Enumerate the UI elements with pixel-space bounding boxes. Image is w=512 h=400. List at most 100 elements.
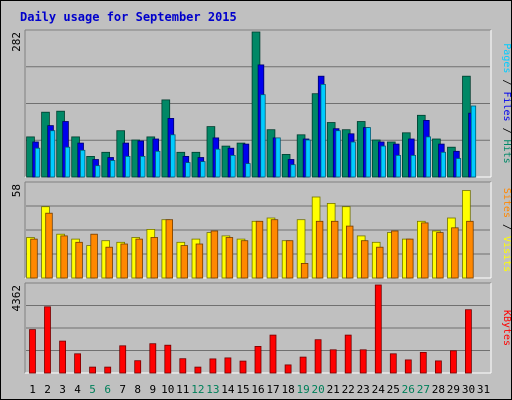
kbytes-bar-kbytes-day-20 <box>314 339 322 374</box>
x-tick-label-day-25: 25 <box>387 383 400 396</box>
x-tick-label-day-20: 20 <box>311 383 324 396</box>
x-tick-label-day-29: 29 <box>447 383 460 396</box>
kbytes-bar-kbytes-day-11 <box>179 358 187 374</box>
sites-visits-bar-sites-day-29 <box>451 227 459 279</box>
pages-files-hits-bar-pages-day-26 <box>410 154 417 178</box>
pages-files-hits-ymax-label: 282 <box>10 32 23 52</box>
sites-visits-bar-sites-day-5 <box>90 233 98 279</box>
sites-visits-bar-sites-day-9 <box>150 237 158 279</box>
x-tick-label-day-23: 23 <box>357 383 370 396</box>
kbytes-bar-kbytes-day-4 <box>74 353 81 374</box>
kbytes-bar-kbytes-day-1 <box>29 329 36 374</box>
sites-visits-bar-sites-day-17 <box>270 219 279 279</box>
sites-visits-bar-sites-day-27 <box>421 222 429 279</box>
pages-files-hits-bar-pages-day-28 <box>440 151 447 178</box>
sites-visits-bar-sites-day-1 <box>30 238 38 279</box>
sites-visits-legend: Sites / Visits <box>501 188 511 272</box>
kbytes-bar-kbytes-day-23 <box>359 349 367 374</box>
kbytes-bar-kbytes-day-5 <box>89 366 96 374</box>
sites-visits-bar-sites-day-12 <box>195 243 204 279</box>
x-tick-label-day-30: 30 <box>462 383 475 396</box>
chart-title: Daily usage for September 2015 <box>20 10 237 24</box>
pages-files-hits-bar-pages-day-12 <box>200 161 206 178</box>
x-tick-label-day-2: 2 <box>44 383 51 396</box>
kbytes-bar-kbytes-day-7 <box>119 345 127 374</box>
kbytes-bar-kbytes-day-6 <box>104 366 112 374</box>
legend-separator: / <box>501 122 511 140</box>
sites-visits-bar-sites-day-8 <box>135 238 143 279</box>
sites-visits-bar-sites-day-14 <box>225 237 234 279</box>
legend-entry-hits: Hits <box>501 140 511 164</box>
sites-visits-bar-sites-day-13 <box>210 230 219 279</box>
pages-files-hits-bar-pages-day-19 <box>305 139 311 178</box>
kbytes-bar-kbytes-day-16 <box>254 345 262 374</box>
pages-files-hits-bar-pages-day-27 <box>425 136 432 178</box>
sites-visits-bar-sites-day-15 <box>240 240 249 279</box>
pages-files-hits-bar-pages-day-8 <box>140 155 146 178</box>
pages-files-hits-bar-pages-day-7 <box>125 155 131 178</box>
legend-entry-pages: Pages <box>501 43 511 73</box>
pages-files-hits-bar-pages-day-25 <box>395 154 401 178</box>
sites-visits-bar-sites-day-24 <box>376 246 384 279</box>
pages-files-hits-bar-pages-day-1 <box>34 147 41 178</box>
kbytes-bar-kbytes-day-9 <box>149 343 157 374</box>
kbytes-bar-kbytes-day-22 <box>344 334 352 374</box>
pages-files-hits-legend: Pages / Files / Hits <box>501 43 511 163</box>
pages-files-hits-bar-pages-day-14 <box>230 154 236 178</box>
kbytes-bar-kbytes-day-10 <box>164 344 172 374</box>
pages-files-hits-bar-pages-day-5 <box>95 165 101 178</box>
sites-visits-bar-sites-day-3 <box>60 235 68 279</box>
x-tick-label-day-13: 13 <box>206 383 219 396</box>
x-tick-label-day-24: 24 <box>372 383 386 396</box>
sites-visits-bar-sites-day-10 <box>165 219 173 279</box>
kbytes-bar-kbytes-day-19 <box>299 356 307 374</box>
kbytes-bar-kbytes-day-24 <box>374 284 382 374</box>
x-tick-label-day-11: 11 <box>176 383 189 396</box>
legend-entry-sites: Sites <box>501 188 511 218</box>
pages-files-hits-bar-pages-day-23 <box>365 127 371 178</box>
legend-separator: / <box>501 218 511 236</box>
kbytes-bar-kbytes-day-8 <box>134 360 142 374</box>
x-tick-label-day-26: 26 <box>402 383 415 396</box>
legend-entry-visits: Visits <box>501 236 511 272</box>
kbytes-legend: KBytes <box>501 310 511 346</box>
x-tick-label-day-10: 10 <box>161 383 174 396</box>
pages-files-hits-bar-pages-day-3 <box>64 146 71 178</box>
pages-files-hits-bar-pages-day-17 <box>275 137 281 178</box>
x-tick-label-day-14: 14 <box>221 383 235 396</box>
pages-files-hits-bar-pages-day-18 <box>290 164 296 178</box>
x-tick-label-day-18: 18 <box>281 383 294 396</box>
sites-visits-bar-sites-day-30 <box>466 220 474 279</box>
x-tick-label-day-27: 27 <box>417 383 430 396</box>
kbytes-bar-kbytes-day-12 <box>194 366 202 374</box>
x-tick-label-day-31: 31 <box>477 383 490 396</box>
kbytes-bar-kbytes-day-30 <box>464 309 472 374</box>
x-tick-label-day-12: 12 <box>191 383 204 396</box>
sites-visits-bar-sites-day-7 <box>120 243 128 279</box>
pages-files-hits-bar-pages-day-29 <box>455 158 462 178</box>
x-tick-label-day-22: 22 <box>342 383 355 396</box>
x-tick-label-day-19: 19 <box>296 383 309 396</box>
kbytes-bar-kbytes-day-14 <box>224 357 232 374</box>
x-tick-label-day-15: 15 <box>236 383 249 396</box>
kbytes-bar-kbytes-day-21 <box>329 349 337 374</box>
sites-visits-bar-sites-day-4 <box>75 241 83 279</box>
kbytes-bar-kbytes-day-25 <box>389 353 397 374</box>
kbytes-bar-kbytes-day-18 <box>284 364 292 374</box>
x-tick-label-day-7: 7 <box>119 383 126 396</box>
kbytes-bar-kbytes-day-17 <box>269 334 277 374</box>
sites-visits-ymax-label: 58 <box>10 184 23 197</box>
x-tick-label-day-5: 5 <box>89 383 96 396</box>
kbytes-ymax-label: 4362 <box>10 285 23 312</box>
sites-visits-bar-sites-day-21 <box>330 220 339 279</box>
kbytes-bar-kbytes-day-3 <box>59 340 66 374</box>
pages-files-hits-bar-pages-day-21 <box>335 130 341 178</box>
x-tick-label-day-4: 4 <box>74 383 81 396</box>
sites-visits-bar-sites-day-18 <box>285 240 294 279</box>
pages-files-hits-bar-pages-day-24 <box>380 145 386 178</box>
pages-files-hits-bar-pages-day-10 <box>170 134 176 178</box>
pages-files-hits-bar-pages-day-16 <box>260 94 266 178</box>
kbytes-bar-kbytes-day-28 <box>434 360 442 374</box>
x-tick-label-day-21: 21 <box>327 383 340 396</box>
